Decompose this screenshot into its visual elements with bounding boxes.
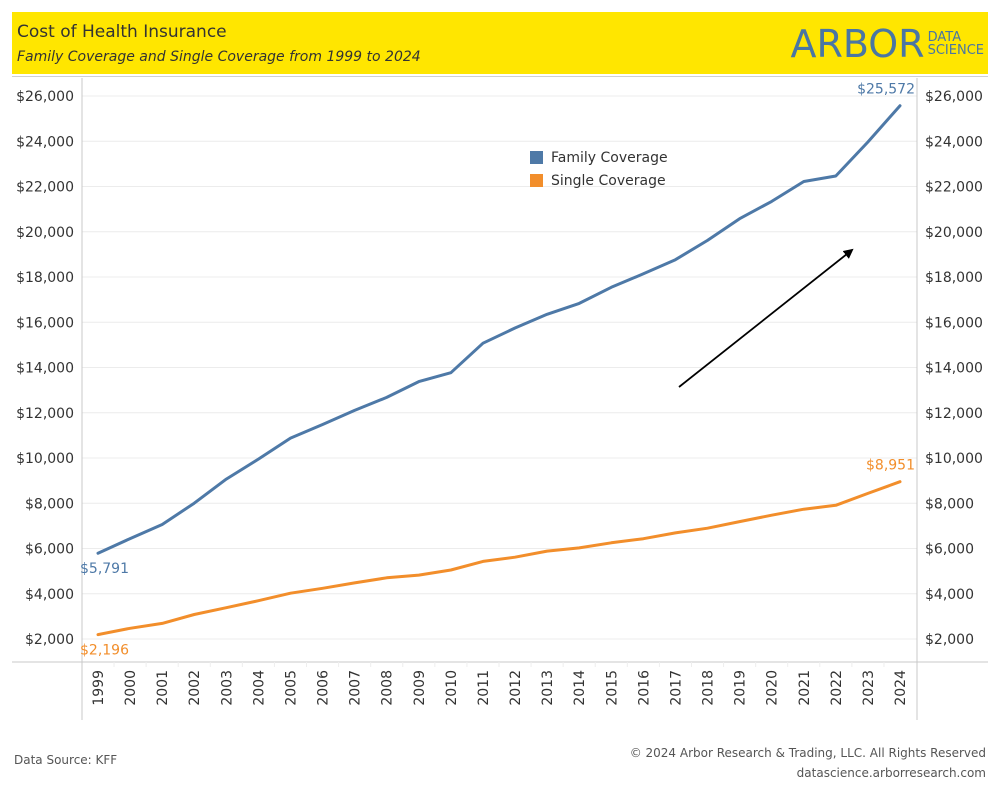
legend-label-family: Family Coverage: [551, 149, 668, 166]
x-tick-label: 2024: [893, 670, 909, 706]
data-label-end-single: $8,951: [866, 458, 915, 474]
y-tick-label-right: $6,000: [925, 542, 974, 558]
y-tick-label-left: $24,000: [16, 134, 74, 150]
x-tick-label: 2008: [380, 670, 396, 706]
legend-swatch-single: [530, 174, 543, 187]
x-tick-label: 2003: [219, 670, 235, 706]
header-divider: [12, 76, 988, 77]
y-tick-label-left: $26,000: [16, 89, 74, 105]
x-tick-label: 2001: [155, 670, 171, 706]
trend-arrow: [678, 248, 854, 388]
y-tick-label-right: $24,000: [925, 134, 983, 150]
copyright-text: © 2024 Arbor Research & Trading, LLC. Al…: [629, 746, 986, 760]
x-tick-label: 2011: [476, 670, 492, 706]
arbor-logo: ARBOR DATA SCIENCE: [790, 22, 984, 66]
chart-title: Cost of Health Insurance: [17, 22, 227, 42]
data-label-start-single: $2,196: [80, 643, 129, 659]
data-label-start-family: $5,791: [80, 561, 129, 577]
y-tick-label-right: $16,000: [925, 315, 983, 331]
axes: [12, 78, 988, 720]
y-axis-left: $2,000 $4,000 $6,000 $8,000 $10,000 $12,000 $1…: [16, 89, 74, 648]
x-tick-label: 1999: [91, 670, 107, 706]
data-source: Data Source: KFF: [14, 753, 118, 767]
x-tick-label: 2007: [348, 670, 364, 706]
x-tick-label: 2000: [123, 670, 139, 706]
series-lines: [96, 104, 902, 637]
annotations: [678, 248, 854, 388]
y-tick-label-right: $14,000: [925, 361, 983, 377]
y-tick-label-left: $12,000: [16, 406, 74, 422]
x-tick-label: 2017: [668, 670, 684, 706]
x-tick-label: 2010: [444, 670, 460, 706]
y-tick-label-right: $2,000: [925, 632, 974, 648]
y-tick-label-right: $8,000: [925, 496, 974, 512]
y-tick-label-right: $20,000: [925, 225, 983, 241]
y-tick-label-right: $22,000: [925, 180, 983, 196]
legend: Family Coverage Single Coverage: [530, 146, 668, 192]
x-tick-label: 2023: [861, 670, 877, 706]
y-tick-label-left: $2,000: [25, 632, 74, 648]
x-tick-label: 2021: [797, 670, 813, 706]
logo-main-text: ARBOR: [790, 22, 925, 66]
logo-sub-line-2: SCIENCE: [927, 43, 984, 58]
x-tick-label: 2002: [187, 670, 203, 706]
x-tick-label: 2015: [604, 670, 620, 706]
x-tick-label: 2018: [701, 670, 717, 706]
x-tick-label: 2014: [572, 670, 588, 706]
y-tick-label-right: $26,000: [925, 89, 983, 105]
header-banner: Cost of Health Insurance Family Coverage…: [12, 12, 988, 74]
y-tick-label-left: $22,000: [16, 180, 74, 196]
x-tick-label: 2019: [733, 670, 749, 706]
y-tick-label-left: $8,000: [25, 496, 74, 512]
website-link[interactable]: datascience.arborresearch.com: [796, 766, 986, 780]
logo-sub-line-1: DATA: [927, 30, 962, 45]
y-tick-label-left: $6,000: [25, 542, 74, 558]
legend-swatch-family: [530, 151, 543, 164]
x-tick-label: 2016: [636, 670, 652, 706]
gridlines: [82, 95, 917, 640]
x-tick-label: 2020: [765, 670, 781, 706]
footer-credits: © 2024 Arbor Research & Trading, LLC. Al…: [630, 743, 986, 783]
y-tick-label-right: $4,000: [925, 587, 974, 603]
x-tick-label: 2009: [412, 670, 428, 706]
y-tick-label-right: $10,000: [925, 451, 983, 467]
data-label-end-family: $25,572: [857, 82, 915, 98]
y-tick-label-right: $18,000: [925, 270, 983, 286]
logo-sub-text: DATA SCIENCE: [928, 31, 984, 57]
y-tick-label-left: $18,000: [16, 270, 74, 286]
series-line-family: [96, 104, 902, 555]
legend-item-single[interactable]: Single Coverage: [530, 169, 668, 192]
x-tick-label: 2013: [540, 670, 556, 706]
x-tick-label: 2004: [251, 670, 267, 706]
y-tick-label-left: $10,000: [16, 451, 74, 467]
y-tick-label-left: $20,000: [16, 225, 74, 241]
data-labels: $5,791 $25,572 $2,196 $8,951: [80, 82, 915, 659]
x-tick-label: 2006: [316, 670, 332, 706]
y-tick-label-left: $14,000: [16, 361, 74, 377]
x-axis-labels: 1999 2000 2001 2002 2003 2004 2005 2006 2007 2008…: [91, 670, 909, 706]
x-tick-label: 2005: [283, 670, 299, 706]
y-tick-label-left: $4,000: [25, 587, 74, 603]
y-axis-right: $2,000 $4,000 $6,000 $8,000 $10,000 $12,000 $1…: [925, 89, 983, 648]
x-tick-label: 2022: [829, 670, 845, 706]
chart-subtitle: Family Coverage and Single Coverage from…: [17, 49, 421, 65]
legend-label-single: Single Coverage: [551, 172, 666, 189]
y-tick-label-left: $16,000: [16, 315, 74, 331]
y-tick-label-right: $12,000: [925, 406, 983, 422]
x-tick-label: 2012: [508, 670, 524, 706]
series-line-single: [96, 480, 902, 637]
legend-item-family[interactable]: Family Coverage: [530, 146, 668, 169]
